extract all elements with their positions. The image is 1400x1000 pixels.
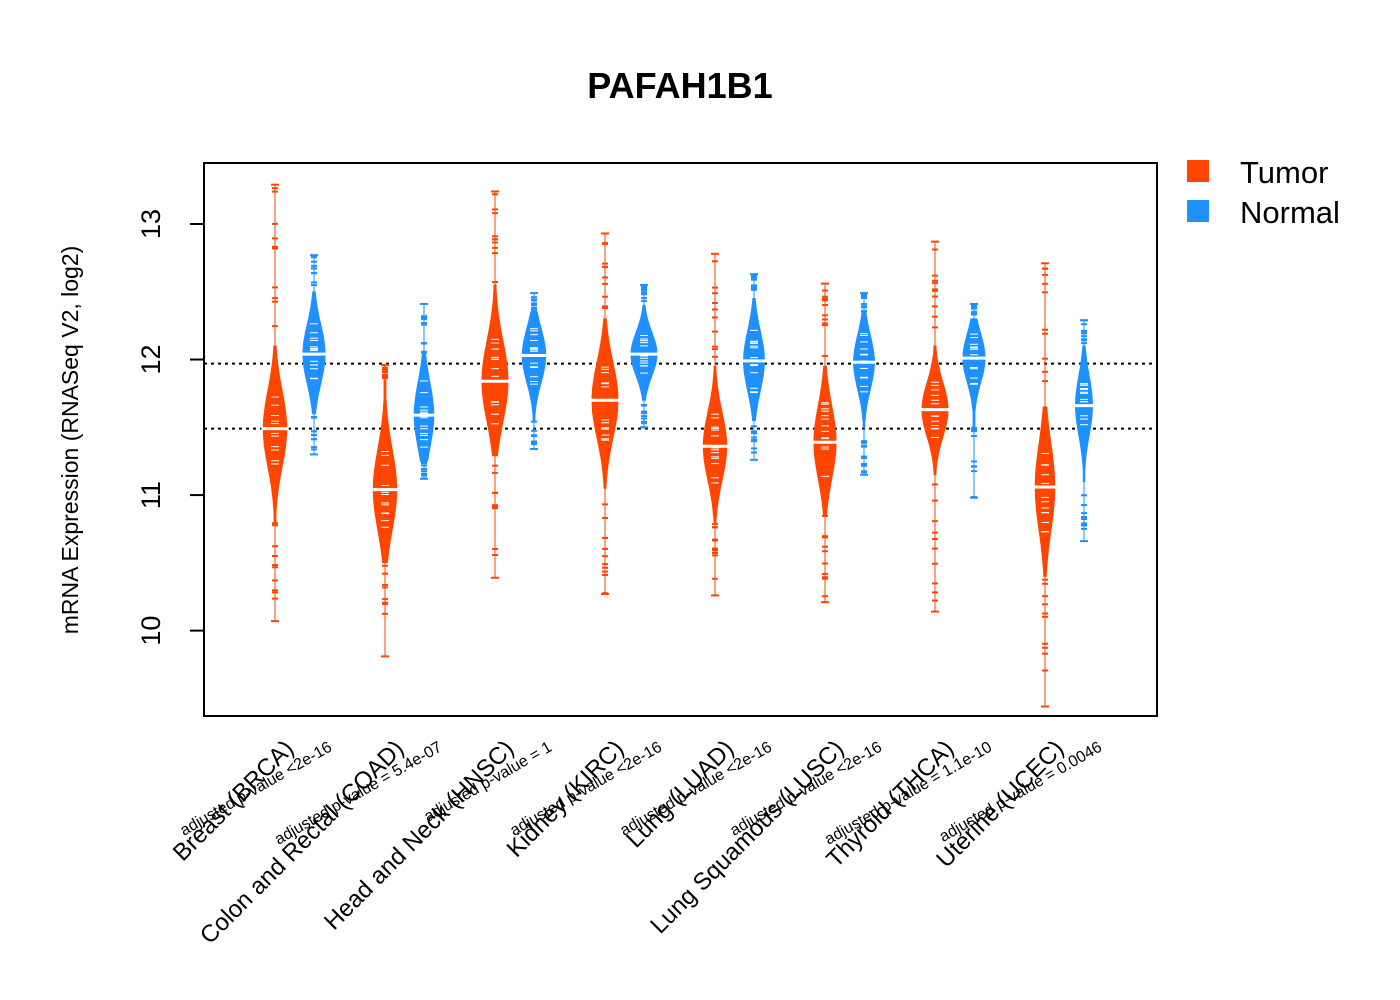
- violin-tumor-6: [920, 240, 950, 613]
- violin-normal-6: [960, 302, 988, 499]
- y-tick-label: 10: [136, 616, 166, 646]
- violin-groups: [261, 183, 1095, 708]
- violin-normal-1: [412, 302, 436, 480]
- violin-tumor-3: [590, 232, 620, 596]
- reference-lines: [204, 362, 1157, 430]
- legend-swatch-normal: [1187, 200, 1209, 222]
- violin-body-normal: [962, 318, 986, 428]
- y-tick-label: 13: [136, 209, 166, 239]
- x-axis-labels: Breast (BRCA)adjusted p-value <2e-16Colo…: [168, 735, 1105, 949]
- chart-title: PAFAH1B1: [587, 65, 772, 106]
- y-tick-label: 12: [136, 345, 166, 375]
- violin-tumor-5: [811, 282, 839, 604]
- violin-body-tumor: [481, 284, 509, 455]
- legend-swatch-tumor: [1187, 160, 1209, 182]
- legend: Tumor Normal: [1187, 155, 1340, 230]
- violin-tumor-1: [371, 363, 399, 658]
- violin-body-tumor: [372, 379, 398, 564]
- violin-body-tumor: [702, 365, 728, 523]
- violin-normal-4: [741, 273, 767, 461]
- violin-body-tumor: [1034, 406, 1056, 577]
- violin-tumor-0: [261, 183, 289, 623]
- legend-label-normal: Normal: [1240, 195, 1340, 230]
- violin-body-normal: [853, 311, 875, 428]
- violin-normal-3: [629, 283, 659, 429]
- violin-body-tumor: [262, 345, 288, 523]
- violin-normal-5: [851, 292, 877, 476]
- violin-tumor-2: [480, 190, 510, 579]
- violin-tumor-7: [1033, 262, 1057, 708]
- violin-normal-2: [520, 292, 548, 450]
- legend-label-tumor: Tumor: [1240, 155, 1328, 190]
- violin-body-normal: [1075, 345, 1093, 482]
- violin-normal-7: [1073, 319, 1095, 543]
- violin-normal-0: [300, 254, 328, 456]
- y-tick-label: 11: [136, 481, 166, 509]
- violin-body-tumor: [591, 318, 619, 489]
- violin-body-normal: [521, 311, 547, 421]
- y-axis-label: mRNA Expression (RNASeq V2, log2): [57, 246, 83, 635]
- plot-frame: [203, 162, 1158, 717]
- violin-tumor-4: [701, 252, 729, 597]
- y-axis: 10 11 12 13: [136, 209, 204, 646]
